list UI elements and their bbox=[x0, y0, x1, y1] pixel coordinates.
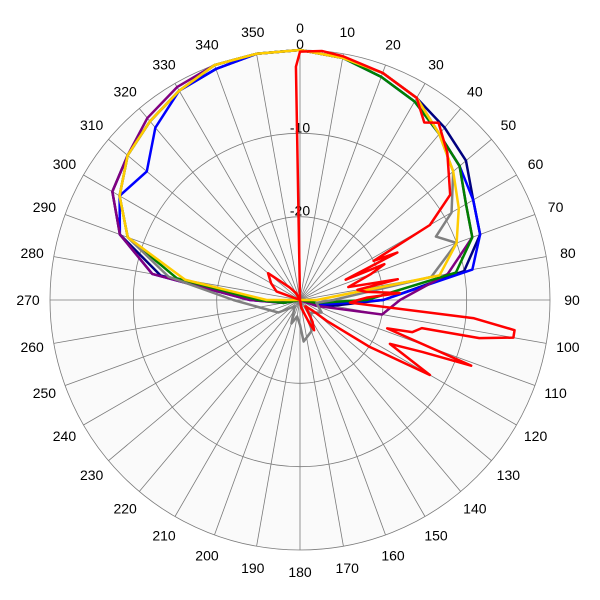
spoke-220 bbox=[138, 299, 301, 492]
ring-1 bbox=[132, 132, 468, 468]
angle-tick-label: 180 bbox=[288, 564, 312, 580]
angle-tick-label: 250 bbox=[33, 385, 57, 401]
spoke-160 bbox=[299, 299, 386, 536]
spoke-200 bbox=[214, 299, 301, 536]
angle-tick-label: 50 bbox=[501, 117, 517, 133]
angle-tick-label: 60 bbox=[528, 156, 544, 172]
spoke-230 bbox=[108, 299, 301, 462]
angle-tick-label: 40 bbox=[467, 84, 483, 100]
spoke-120 bbox=[299, 299, 517, 426]
angle-tick-label: 330 bbox=[152, 56, 176, 72]
radial-tick-label: -10 bbox=[290, 119, 310, 135]
angle-tick-label: 110 bbox=[544, 385, 567, 401]
angle-tick-label: 80 bbox=[560, 245, 576, 261]
spoke-20 bbox=[299, 64, 386, 301]
spoke-170 bbox=[299, 299, 344, 547]
spoke-290 bbox=[64, 214, 301, 301]
angle-tick-label: 20 bbox=[385, 36, 401, 52]
spoke-10 bbox=[299, 53, 344, 301]
angle-tick-label: 220 bbox=[113, 500, 137, 516]
angle-tick-label: 340 bbox=[195, 36, 219, 52]
spoke-70 bbox=[299, 214, 536, 301]
angle-tick-label: 0 bbox=[296, 20, 304, 36]
angle-tick-label: 290 bbox=[33, 199, 57, 215]
angle-tick-label: 280 bbox=[20, 245, 44, 261]
angle-tick-label: 310 bbox=[80, 117, 104, 133]
angle-tick-label: 240 bbox=[53, 428, 77, 444]
spoke-240 bbox=[83, 299, 301, 426]
angle-tick-label: 300 bbox=[53, 156, 77, 172]
angle-tick-label: 210 bbox=[152, 528, 176, 544]
angle-tick-label: 260 bbox=[20, 339, 44, 355]
spoke-150 bbox=[299, 299, 426, 517]
angle-tick-label: 70 bbox=[548, 199, 564, 215]
spoke-340 bbox=[214, 64, 301, 301]
spoke-330 bbox=[174, 83, 301, 301]
radial-tick-label: 0 bbox=[296, 36, 304, 52]
series-6-line bbox=[266, 49, 516, 377]
angle-tick-label: 160 bbox=[381, 548, 405, 564]
spoke-140 bbox=[299, 299, 462, 492]
spoke-40 bbox=[299, 108, 462, 301]
angle-tick-label: 90 bbox=[564, 292, 580, 308]
spoke-100 bbox=[299, 299, 547, 344]
angle-tick-label: 130 bbox=[497, 467, 521, 483]
angle-tick-label: 30 bbox=[428, 56, 444, 72]
angle-tick-label: 190 bbox=[241, 560, 265, 576]
angle-tick-label: 320 bbox=[113, 84, 137, 100]
angle-tick-label: 140 bbox=[463, 500, 487, 516]
angle-tick-label: 150 bbox=[424, 528, 448, 544]
angle-tick-label: 170 bbox=[336, 560, 360, 576]
angle-tick-label: 350 bbox=[241, 24, 265, 40]
angle-tick-label: 230 bbox=[80, 467, 104, 483]
spoke-320 bbox=[138, 108, 301, 301]
angle-tick-label: 120 bbox=[524, 428, 548, 444]
radial-tick-label: -20 bbox=[290, 203, 310, 219]
spoke-190 bbox=[256, 299, 301, 547]
angle-tick-label: 100 bbox=[556, 339, 580, 355]
angle-tick-label: 270 bbox=[16, 292, 40, 308]
angle-tick-label: 200 bbox=[195, 548, 219, 564]
angle-tick-label: 10 bbox=[339, 24, 355, 40]
spoke-210 bbox=[174, 299, 301, 517]
spoke-130 bbox=[299, 299, 492, 462]
spoke-350 bbox=[256, 53, 301, 301]
spoke-250 bbox=[64, 299, 301, 386]
spoke-30 bbox=[299, 83, 426, 301]
